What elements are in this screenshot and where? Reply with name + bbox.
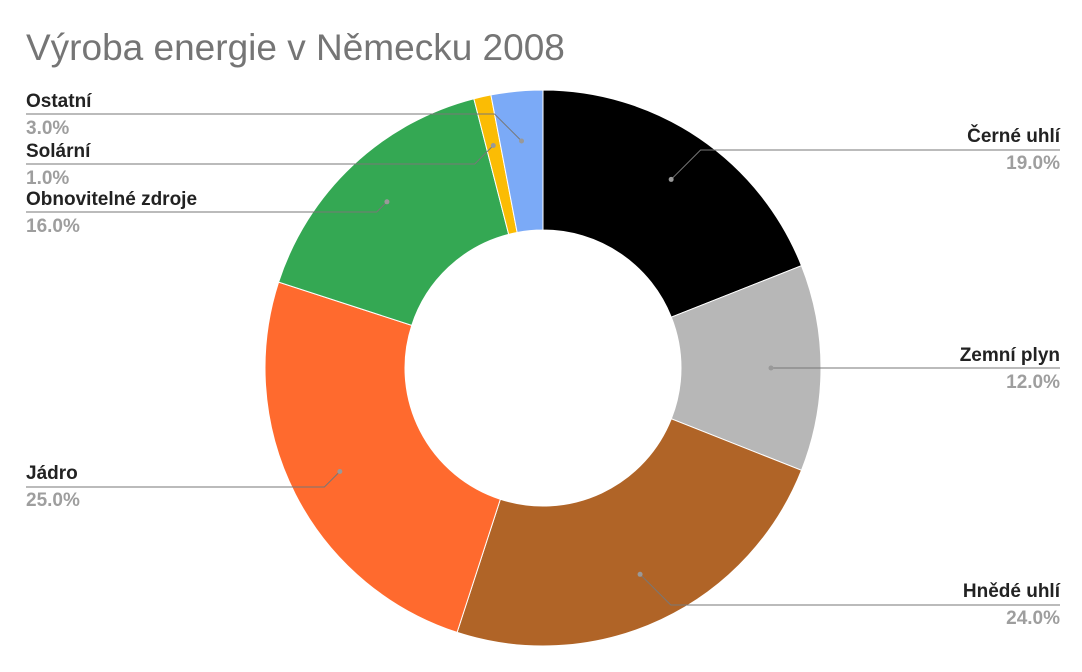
slice-value-3: 24.0% [1006,608,1060,629]
slice-label-5: Obnovitelné zdroje [26,189,197,210]
slice-3 [456,418,803,647]
leader-dot-1 [668,176,674,182]
leader-lines-group [26,113,1060,606]
leader-line-5 [26,201,388,213]
slice-value-4: 25.0% [26,490,80,511]
slices-group [264,89,822,647]
slice-label-6: Solární [26,141,91,162]
slice-7 [490,89,544,234]
leader-dot-5 [384,199,390,205]
slice-value-5: 16.0% [26,216,80,237]
leader-dot-6 [490,142,496,148]
chart-title: Výroba energie v Německu 2008 [26,27,565,68]
slice-label-2: Zemní plyn [960,345,1060,366]
slice-4 [264,281,501,634]
leader-dot-7 [519,138,525,144]
leader-line-6 [26,145,494,165]
leader-line-1 [670,149,1060,180]
slice-label-4: Jádro [26,463,78,484]
leader-dot-2 [768,365,774,371]
slice-value-7: 3.0% [26,118,69,139]
labels-group: Černé uhlí 19.0% Zemní plyn 12.0% Hnědé uhlí… [26,91,1061,629]
leader-dot-3 [637,571,643,577]
slice-value-2: 12.0% [1006,372,1060,393]
slice-1 [542,89,803,318]
slice-label-1: Černé uhlí [967,125,1061,147]
slice-label-3: Hnědé uhlí [963,581,1061,602]
slice-value-6: 1.0% [26,168,69,189]
leader-line-3 [639,573,1060,606]
slice-label-7: Ostatní [26,91,92,112]
leader-dot-4 [337,469,343,475]
leader-line-7 [26,113,522,142]
slice-2 [670,265,822,471]
leader-line-4 [26,471,341,488]
slice-value-1: 19.0% [1006,153,1060,174]
slice-5 [277,98,510,326]
